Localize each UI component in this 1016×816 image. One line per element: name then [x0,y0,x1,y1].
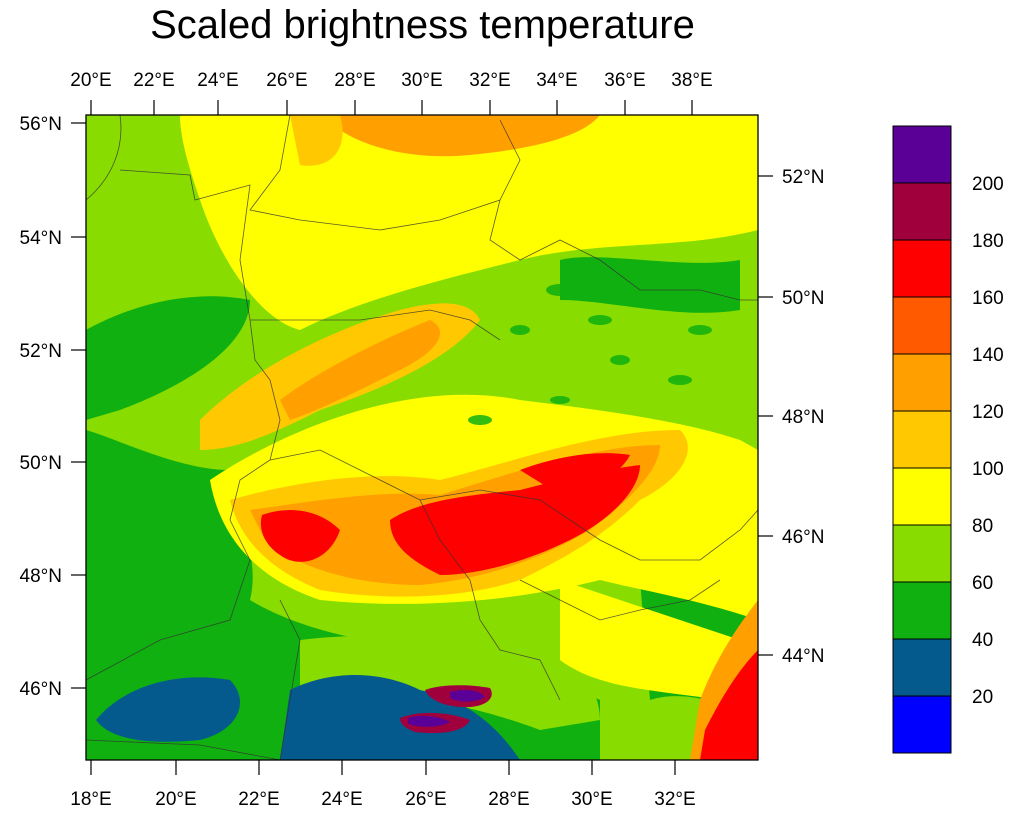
top-axis-label: 22°E [133,70,174,91]
colorbar-swatch [892,467,952,526]
left-axis-label: 56°N [20,114,62,135]
bottom-axis-label: 18°E [70,789,111,810]
bottom-axis-label: 20°E [155,789,196,810]
colorbar-swatch [892,581,952,640]
bottom-axis-label: 32°E [654,789,695,810]
bottom-axis-label: 22°E [238,789,279,810]
bottom-axis: 18°E 20°E 22°E 24°E 26°E 28°E 30°E 32°E [70,760,696,810]
colorbar-label: 40 [972,630,993,651]
colorbar-swatch [892,638,952,697]
left-axis: 56°N 54°N 52°N 50°N 48°N 46°N [20,114,86,700]
left-axis-label: 46°N [20,679,62,700]
field-red-east-cluster [520,453,630,495]
brightness-temperature-field [86,115,758,760]
bottom-axis-label: 26°E [405,789,446,810]
chart-title: Scaled brightness temperature [150,3,695,47]
right-axis-label: 50°N [782,288,824,309]
colorbar-swatch [892,695,952,754]
bottom-axis-label: 28°E [488,789,529,810]
colorbar-legend: 20 40 60 80 100 120 140 160 180 200 [892,125,1004,754]
colorbar-label: 60 [972,573,993,594]
field-orange-upper-band [280,320,440,420]
colorbar-label: 100 [972,459,1004,480]
top-axis-label: 24°E [197,70,238,91]
colorbar-swatch [892,182,952,241]
field-lightgreen-south [300,635,600,730]
country-borders [86,115,758,760]
top-axis: 20°E 22°E 24°E 26°E 28°E 30°E 32°E 34°E 36°E 38°E [70,70,713,115]
top-axis-label: 32°E [469,70,510,91]
colorbar-label: 120 [972,402,1004,423]
left-axis-label: 52°N [20,341,62,362]
top-axis-label: 20°E [70,70,111,91]
field-red-west-cluster [260,510,340,562]
right-axis-label: 44°N [782,646,824,667]
top-axis-label: 28°E [334,70,375,91]
bottom-axis-label: 30°E [571,789,612,810]
colorbar-swatch [892,296,952,355]
colorbar-label: 140 [972,345,1004,366]
top-axis-label: 36°E [604,70,645,91]
right-axis-label: 48°N [782,407,824,428]
colorbar-label: 180 [972,231,1004,252]
field-purple-south-north-blob [450,689,485,702]
field-red-east-streak [700,650,758,760]
field-gold-north [290,115,343,166]
top-axis-label: 30°E [401,70,442,91]
colorbar-swatch [892,410,952,469]
right-axis-label: 52°N [782,167,824,188]
bottom-axis-label: 24°E [321,789,362,810]
top-axis-label: 34°E [536,70,577,91]
field-green-northeast [560,257,740,313]
left-axis-label: 48°N [20,566,62,587]
field-yellow-east [560,580,740,700]
field-navy-southwest [96,677,240,742]
colorbar-swatch [892,524,952,583]
colorbar-swatch [892,125,952,184]
field-red-central-cluster [390,465,640,575]
colorbar-label: 80 [972,516,993,537]
field-purple-south-south-blob [408,715,450,727]
field-navy-south [280,675,520,760]
field-orange-north [340,115,600,157]
colorbar-label: 160 [972,288,1004,309]
field-green-northwest [86,296,250,420]
colorbar-label: 200 [972,174,1004,195]
colorbar-label: 20 [972,687,993,708]
colorbar-swatch [892,353,952,412]
left-axis-label: 54°N [20,228,62,249]
top-axis-label: 38°E [671,70,712,91]
colorbar-swatch [892,239,952,298]
left-axis-label: 50°N [20,453,62,474]
right-axis-label: 46°N [782,527,824,548]
right-axis: 52°N 50°N 48°N 46°N 44°N [758,167,824,667]
field-yellow-north [180,115,758,330]
top-axis-label: 26°E [266,70,307,91]
field-speckles [468,275,730,425]
